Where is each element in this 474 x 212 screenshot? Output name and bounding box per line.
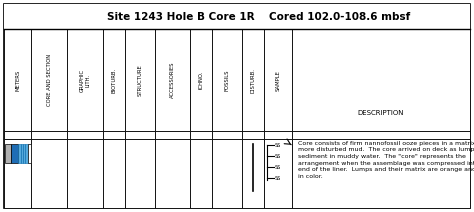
Bar: [4, 29, 31, 131]
Bar: [4, 131, 31, 139]
Text: ACCESSORIES: ACCESSORIES: [170, 62, 175, 98]
Bar: [212, 139, 243, 208]
Bar: [31, 29, 67, 131]
Bar: [191, 29, 212, 131]
Text: Site 1243 Hole B Core 1R: Site 1243 Hole B Core 1R: [107, 12, 255, 22]
Text: FOSSILS: FOSSILS: [225, 69, 230, 91]
Bar: [4, 139, 31, 208]
Bar: [26, 144, 28, 163]
Bar: [103, 29, 125, 131]
Text: STRUCTURE: STRUCTURE: [137, 64, 142, 96]
Bar: [67, 139, 103, 208]
Bar: [18, 144, 21, 163]
Bar: [4, 4, 470, 29]
Bar: [292, 139, 470, 208]
Bar: [243, 131, 264, 139]
Text: DISTURB.: DISTURB.: [251, 68, 256, 92]
Bar: [155, 29, 191, 131]
Text: ICHNO.: ICHNO.: [199, 71, 204, 89]
Bar: [125, 131, 155, 139]
Text: CORE AND SECTION: CORE AND SECTION: [47, 54, 52, 106]
Bar: [28, 144, 31, 163]
Bar: [243, 139, 264, 208]
Bar: [5, 144, 11, 163]
Bar: [191, 131, 212, 139]
Bar: [155, 139, 191, 208]
Bar: [67, 29, 103, 131]
Bar: [264, 139, 292, 208]
Bar: [23, 144, 26, 163]
Text: METERS: METERS: [15, 70, 20, 91]
Bar: [292, 131, 470, 139]
Text: Cored 102.0-108.6 mbsf: Cored 102.0-108.6 mbsf: [269, 12, 410, 22]
Bar: [67, 131, 103, 139]
Bar: [264, 131, 292, 139]
Bar: [31, 131, 67, 139]
Text: SS: SS: [274, 154, 281, 159]
Text: SS: SS: [274, 143, 281, 148]
Bar: [21, 144, 23, 163]
Bar: [212, 131, 243, 139]
Bar: [155, 131, 191, 139]
Bar: [103, 131, 125, 139]
Bar: [243, 29, 264, 131]
Bar: [125, 139, 155, 208]
Bar: [31, 139, 67, 208]
Text: BIOTURB.: BIOTURB.: [111, 67, 116, 93]
Text: GRAPHIC
LITH.: GRAPHIC LITH.: [80, 68, 90, 92]
Text: SS: SS: [274, 165, 281, 170]
Bar: [103, 139, 125, 208]
Bar: [125, 29, 155, 131]
Bar: [264, 29, 292, 131]
Bar: [292, 29, 470, 131]
Text: DESCRIPTION: DESCRIPTION: [358, 110, 404, 116]
Text: SS: SS: [274, 176, 281, 181]
Bar: [191, 139, 212, 208]
Text: SAMPLE: SAMPLE: [275, 70, 281, 91]
Bar: [212, 29, 243, 131]
Bar: [11, 144, 18, 163]
Text: Core consists of firm nannofossil ooze pieces in a matrix of
more disturbed mud.: Core consists of firm nannofossil ooze p…: [298, 141, 474, 179]
